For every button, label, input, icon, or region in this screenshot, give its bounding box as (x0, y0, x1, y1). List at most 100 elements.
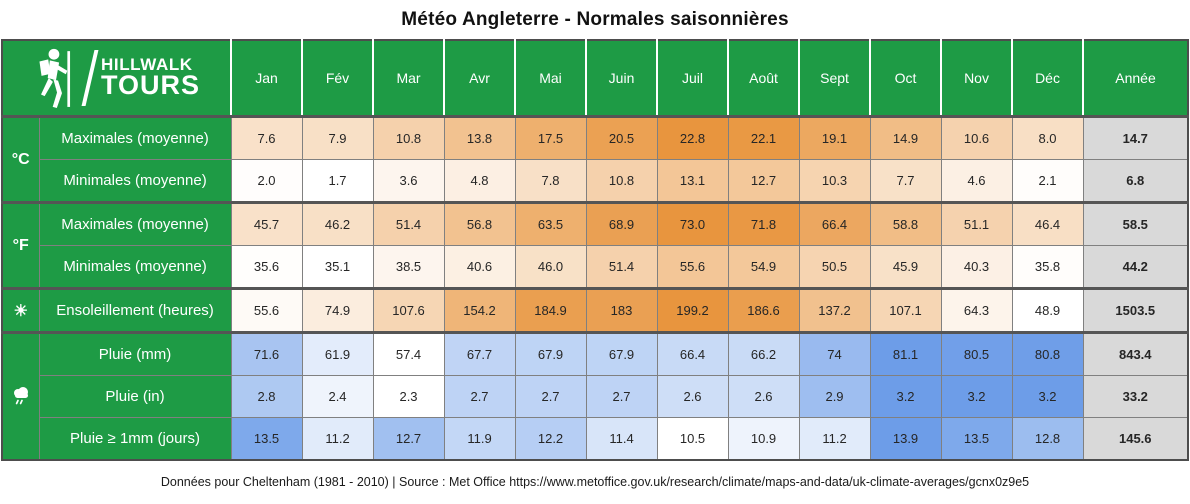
value-cell: 67.7 (443, 331, 516, 376)
table-row: Minimales (moyenne) 2.0 1.7 3.6 4.8 7.8 10.8 13… (2, 159, 1189, 203)
value-cell: 74.9 (301, 287, 374, 333)
value-cell: 64.3 (940, 287, 1013, 333)
value-cell: 10.8 (372, 115, 445, 160)
value-cell: 13.5 (230, 417, 303, 461)
col-header-mai: Mai (514, 39, 587, 118)
col-header-jan: Jan (230, 39, 303, 118)
value-cell: 107.1 (869, 287, 942, 333)
value-cell: 19.1 (798, 115, 871, 160)
value-cell: 199.2 (656, 287, 729, 333)
annual-value-cell: 58.5 (1082, 201, 1189, 246)
value-cell: 45.7 (230, 201, 303, 246)
col-header-dec: Déc (1011, 39, 1084, 118)
value-cell: 12.7 (372, 417, 445, 461)
value-cell: 2.1 (1011, 159, 1084, 203)
value-cell: 67.9 (514, 331, 587, 376)
value-cell: 81.1 (869, 331, 942, 376)
value-cell: 20.5 (585, 115, 658, 160)
col-header-fev: Fév (301, 39, 374, 118)
sun-icon: ☀ (1, 287, 40, 333)
value-cell: 80.8 (1011, 331, 1084, 376)
value-cell: 66.4 (798, 201, 871, 246)
value-cell: 2.6 (727, 375, 800, 418)
value-cell: 48.9 (1011, 287, 1084, 333)
table-row: ☀ Ensoleillement (heures) 55.6 74.9 107.6 154… (1, 287, 1189, 333)
annual-value-cell: 33.2 (1082, 375, 1189, 418)
value-cell: 14.9 (869, 115, 942, 160)
value-cell: 51.1 (940, 201, 1013, 246)
value-cell: 1.7 (301, 159, 374, 203)
value-cell: 54.9 (727, 245, 800, 289)
value-cell: 73.0 (656, 201, 729, 246)
value-cell: 46.0 (514, 245, 587, 289)
logo-text: HILLWALK TOURS (101, 55, 200, 99)
table-row: °F Maximales (moyenne) 45.7 46.2 51.4 56.8 63.… (1, 201, 1189, 289)
value-cell: 57.4 (372, 331, 445, 376)
value-cell: 10.9 (727, 417, 800, 461)
value-cell: 4.6 (940, 159, 1013, 203)
logo-brand-hillwalk: HILLWALK (101, 55, 193, 75)
value-cell: 10.6 (940, 115, 1013, 160)
row-label: Ensoleillement (heures) (38, 287, 232, 333)
value-cell: 51.4 (585, 245, 658, 289)
value-cell: 51.4 (372, 201, 445, 246)
row-label: Minimales (moyenne) (38, 159, 232, 203)
value-cell: 7.6 (230, 115, 303, 160)
table-row: Minimales (moyenne) 35.6 35.1 38.5 40.6 46.0 5… (2, 245, 1189, 289)
col-header-juin: Juin (585, 39, 658, 118)
col-header-avr: Avr (443, 39, 516, 118)
annual-value-cell: 145.6 (1082, 417, 1189, 461)
value-cell: 40.3 (940, 245, 1013, 289)
value-cell: 35.8 (1011, 245, 1084, 289)
col-header-juil: Juil (656, 39, 729, 118)
value-cell: 3.2 (869, 375, 942, 418)
unit-fahrenheit-label: °F (1, 201, 40, 289)
value-cell: 2.8 (230, 375, 303, 418)
hillwalk-tours-logo: HILLWALK TOURS (3, 47, 230, 109)
value-cell: 10.5 (656, 417, 729, 461)
row-label: Minimales (moyenne) (38, 245, 232, 289)
data-source-note: Données pour Cheltenham (1981 - 2010) | … (160, 475, 1030, 489)
row-label: Maximales (moyenne) (38, 115, 232, 160)
row-label: Pluie (in) (38, 375, 232, 418)
value-cell: 12.8 (1011, 417, 1084, 461)
row-label: Pluie ≥ 1mm (jours) (38, 417, 232, 461)
col-header-mar: Mar (372, 39, 445, 118)
value-cell: 2.7 (514, 375, 587, 418)
value-cell: 22.8 (656, 115, 729, 160)
col-header-annee: Année (1082, 39, 1189, 118)
table-row: °C Maximales (moyenne) 7.6 7.9 10.8 13.8 17.5 2… (1, 115, 1189, 203)
value-cell: 56.8 (443, 201, 516, 246)
row-label: Maximales (moyenne) (38, 201, 232, 246)
value-cell: 12.7 (727, 159, 800, 203)
value-cell: 22.1 (727, 115, 800, 160)
value-cell: 50.5 (798, 245, 871, 289)
value-cell: 2.0 (230, 159, 303, 203)
col-header-aout: Août (727, 39, 800, 118)
value-cell: 3.2 (1011, 375, 1084, 418)
value-cell: 2.6 (656, 375, 729, 418)
table-row: Pluie (mm) 71.6 61.9 57.4 67.7 67.9 67.9 66.4 66… (1, 331, 1189, 461)
value-cell: 186.6 (727, 287, 800, 333)
value-cell: 35.6 (230, 245, 303, 289)
value-cell: 10.8 (585, 159, 658, 203)
col-header-oct: Oct (869, 39, 942, 118)
value-cell: 184.9 (514, 287, 587, 333)
value-cell: 61.9 (301, 331, 374, 376)
value-cell: 66.2 (727, 331, 800, 376)
value-cell: 154.2 (443, 287, 516, 333)
row-label: Pluie (mm) (38, 331, 232, 376)
value-cell: 17.5 (514, 115, 587, 160)
value-cell: 11.4 (585, 417, 658, 461)
value-cell: 66.4 (656, 331, 729, 376)
value-cell: 45.9 (869, 245, 942, 289)
value-cell: 3.2 (940, 375, 1013, 418)
col-header-sept: Sept (798, 39, 871, 118)
value-cell: 38.5 (372, 245, 445, 289)
logo-cell: HILLWALK TOURS (0, 39, 232, 118)
value-cell: 71.8 (727, 201, 800, 246)
value-cell: 2.7 (585, 375, 658, 418)
annual-value-cell: 1503.5 (1082, 287, 1189, 333)
annual-value-cell: 44.2 (1082, 245, 1189, 289)
rain-cloud-icon (1, 331, 40, 461)
